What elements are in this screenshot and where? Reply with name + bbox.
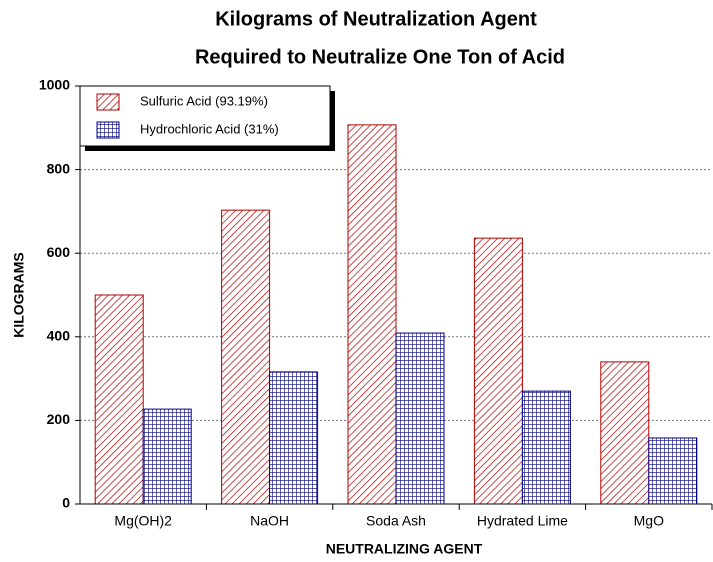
bar <box>600 361 650 505</box>
x-tick-label: Soda Ash <box>366 513 426 529</box>
bar <box>648 437 698 505</box>
y-tick-label: 1000 <box>39 77 70 93</box>
y-axis-title: KILOGRAMS <box>11 252 27 338</box>
x-tick-label: Mg(OH)2 <box>114 513 172 529</box>
y-tick-label: 800 <box>47 160 71 176</box>
x-tick-label: MgO <box>634 513 664 529</box>
bar <box>221 209 271 505</box>
bar <box>521 390 571 505</box>
bar <box>94 294 144 505</box>
bar <box>395 332 445 505</box>
y-tick-label: 600 <box>47 244 71 260</box>
bar <box>269 371 319 505</box>
x-tick-label: NaOH <box>250 513 289 529</box>
chart-title: Required to Neutralize One Ton of Acid <box>195 46 565 68</box>
x-axis-title: NEUTRALIZING AGENT <box>326 541 483 557</box>
y-tick-label: 200 <box>47 411 71 427</box>
bar <box>142 408 192 505</box>
bar <box>347 124 397 505</box>
legend-swatch <box>96 93 120 111</box>
bar <box>473 237 523 505</box>
legend-label: Sulfuric Acid (93.19%) <box>140 93 268 108</box>
legend-swatch <box>96 121 120 139</box>
legend <box>79 85 331 147</box>
y-tick-label: 400 <box>47 328 71 344</box>
y-tick-label: 0 <box>62 495 70 511</box>
x-tick-label: Hydrated Lime <box>477 513 568 529</box>
legend-label: Hydrochloric Acid (31%) <box>140 121 279 136</box>
chart-title: Kilograms of Neutralization Agent <box>215 8 537 30</box>
